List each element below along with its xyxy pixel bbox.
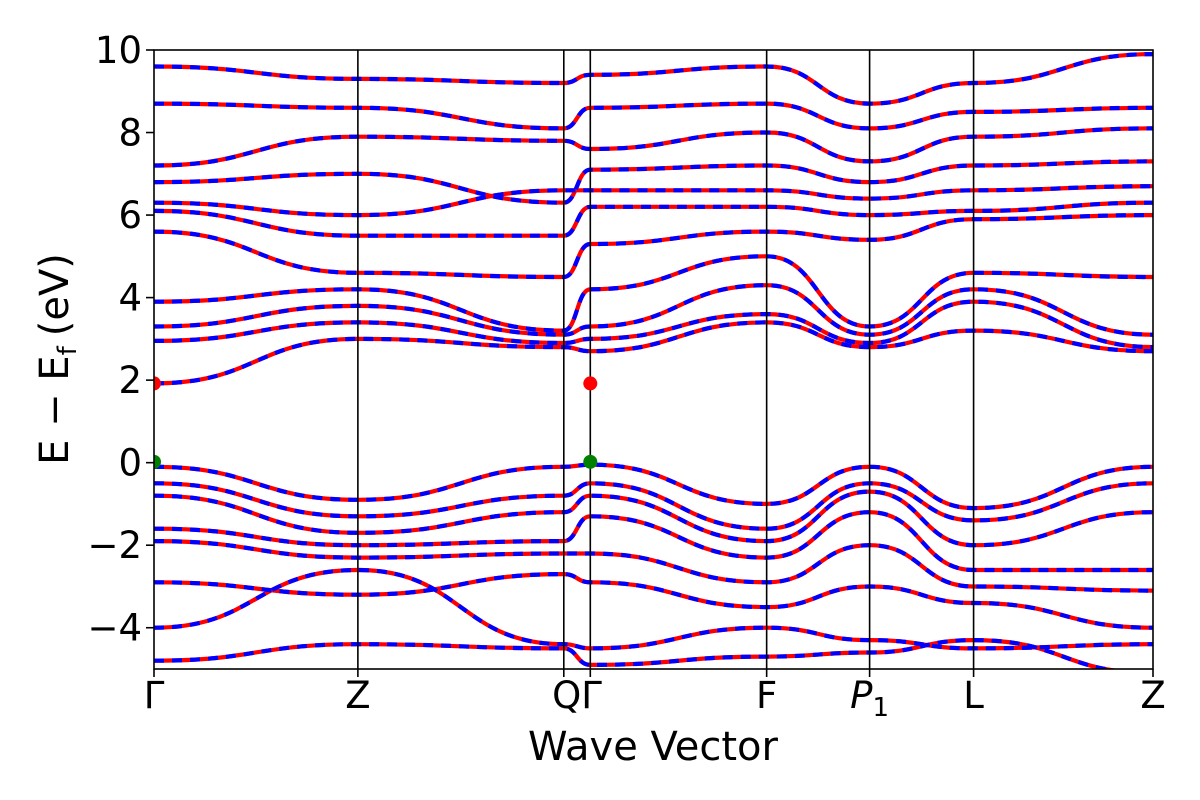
plot-frame [153,49,1154,670]
y-tick-label-7: 10 [95,29,142,72]
y-axis-title-main: E − E [32,355,78,465]
x-tick-label-6: Z [1140,674,1165,717]
kpoint-lines-layer [357,50,975,669]
band-line-red-solid-2 [154,571,1153,630]
y-axis-title-unit: (eV) [32,253,78,336]
band-line-blue-dashed-3 [154,539,1153,593]
y-tick-label-5: 6 [118,194,142,237]
y-tick-label-2: 0 [118,442,142,485]
vbm-marker-0 [154,454,161,469]
y-tick-label-4: 4 [118,277,142,320]
band-line-red-solid-12 [154,213,1153,280]
y-axis-title-subscript: f [53,345,83,355]
y-tick-label-0: −4 [87,607,142,650]
y-tick-label-6: 8 [118,112,142,155]
band-line-red-solid-3 [154,539,1153,593]
band-line-blue-dashed-18 [154,52,1153,106]
y-ticks-layer: −4 −2 0 2 4 6 8 10 [87,29,154,650]
band-line-blue-dashed-7 [154,462,1153,511]
band-line-red-solid-16 [154,126,1153,168]
vbm-marker-1 [583,454,598,469]
band-series-red-solid [154,52,1153,669]
band-line-red-solid-15 [154,159,1153,205]
band-line-blue-dashed-17 [154,101,1153,131]
band-line-blue-dashed-5 [154,489,1153,548]
x-tick-label-0: Γ [144,674,165,717]
x-tick-label-3: F [756,674,777,717]
band-line-red-solid-7 [154,462,1153,511]
bands-layer [154,52,1153,669]
band-line-blue-dashed-2 [154,571,1153,630]
band-line-blue-dashed-10 [154,283,1153,337]
cbm-marker-1 [583,376,598,391]
band-line-blue-dashed-11 [154,254,1153,333]
y-tick-label-1: −2 [87,524,142,567]
y-tick-label-3: 2 [118,359,142,402]
x-tick-label-1: Z [345,674,370,717]
x-tick-label-4: P1 [850,674,889,723]
cbm-marker-0 [154,376,161,391]
markers-layer [154,376,598,469]
band-line-blue-dashed-1 [154,567,1153,651]
x-axis-title: Wave Vector [528,724,779,770]
band-line-red-solid-1 [154,567,1153,651]
x-ticks-layer: Γ Z QΓ F P1 L Z [144,669,1166,723]
x-tick-label-5: L [963,674,984,717]
y-axis-title: E − Ef (eV) [32,253,83,465]
x-tick-label-2: QΓ [552,674,602,717]
